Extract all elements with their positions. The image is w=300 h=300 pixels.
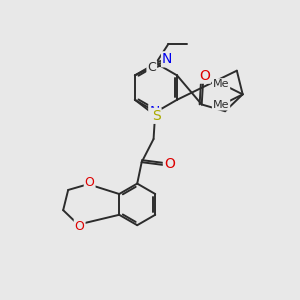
Text: N: N — [149, 105, 160, 119]
Text: C: C — [147, 61, 156, 74]
Text: O: O — [164, 157, 175, 171]
Text: O: O — [85, 176, 94, 189]
Text: O: O — [199, 69, 210, 83]
Text: Me: Me — [213, 79, 229, 89]
Text: O: O — [75, 220, 85, 232]
Text: Me: Me — [213, 100, 229, 110]
Text: N: N — [162, 52, 172, 66]
Text: S: S — [152, 109, 161, 123]
